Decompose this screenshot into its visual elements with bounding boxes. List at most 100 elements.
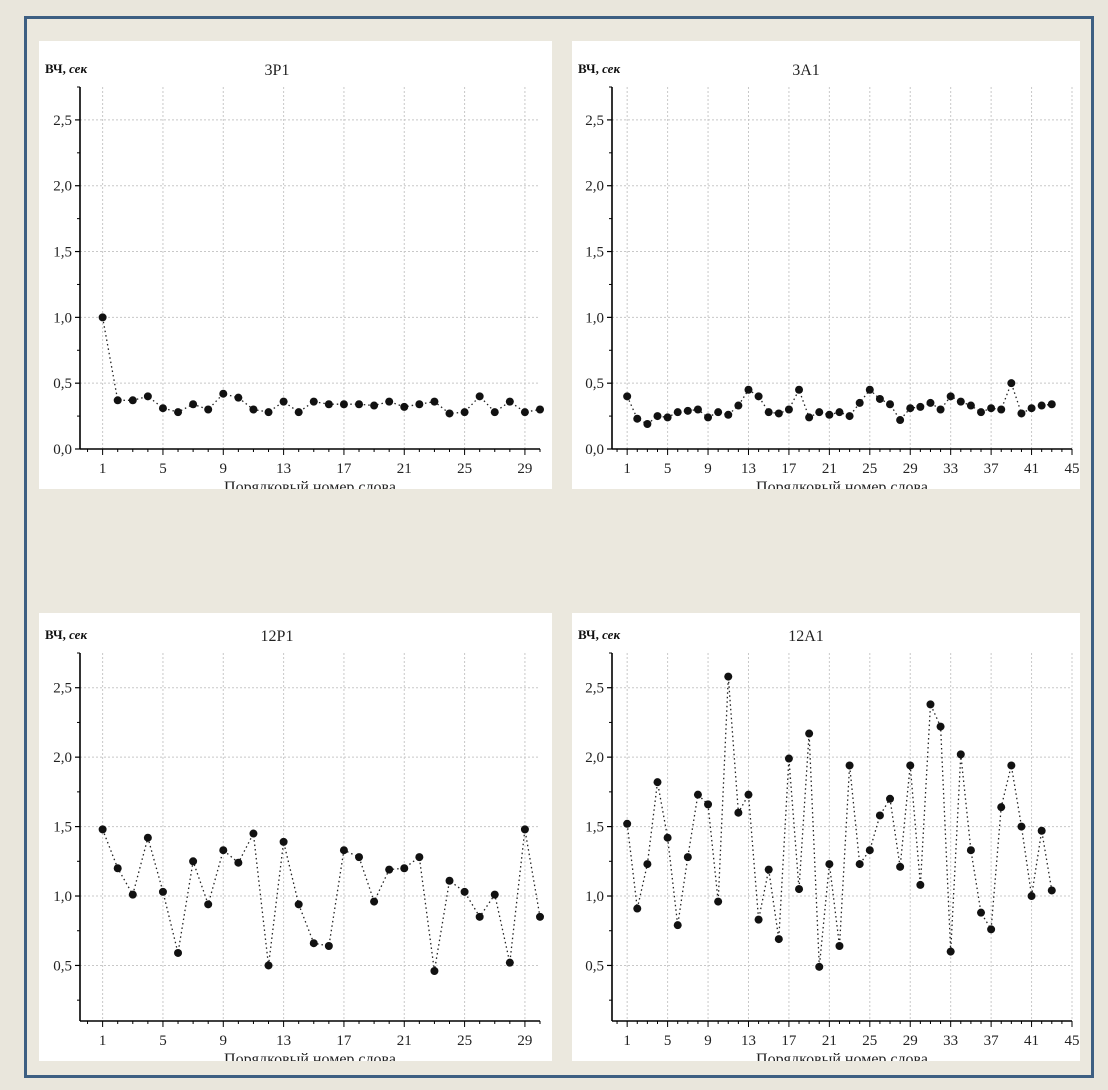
data-point [128, 890, 137, 899]
x-tick-label: 17 [781, 1033, 797, 1049]
y-tick-label: 2,5 [53, 113, 72, 129]
data-point [1007, 379, 1016, 388]
data-point [309, 397, 318, 406]
data-point [673, 921, 682, 930]
data-point [987, 925, 996, 934]
data-point [704, 413, 713, 422]
data-point [673, 408, 682, 417]
y-tick-label: 1,5 [585, 820, 604, 836]
data-point [385, 865, 394, 874]
data-point [415, 400, 424, 409]
figure-frame: 0,0 0,5 1,0 1,5 2,0 2,5 1 5 9 13 17 21 25 29 ВЧ, сек 3Р… [24, 16, 1094, 1078]
x-tick-label: 41 [1024, 1033, 1039, 1049]
data-point [189, 857, 198, 866]
data-point [825, 860, 834, 869]
series-line [101, 829, 541, 972]
data-point [744, 385, 753, 394]
data-point [324, 400, 333, 409]
data-point [784, 405, 793, 414]
x-tick-label: 45 [1065, 461, 1080, 477]
y-axis-label: ВЧ, сек [578, 61, 620, 76]
data-point [174, 948, 183, 957]
data-point [158, 404, 167, 413]
y-tick-label: 2,0 [585, 179, 604, 195]
y-tick-label: 2,0 [53, 750, 72, 766]
data-point [754, 392, 763, 401]
data-point [339, 400, 348, 409]
data-point [460, 408, 469, 417]
data-point [113, 396, 122, 405]
data-point [845, 412, 854, 421]
x-tick-label: 37 [984, 461, 1000, 477]
data-point [98, 313, 107, 322]
chart-panel-3a1: 0,0 0,5 1,0 1,5 2,0 2,5 1 5 9 13 17 21 25 29 33 37 41 45 В… [572, 41, 1080, 489]
data-point [734, 808, 743, 817]
x-axis-label: Порядковый номер слова [224, 479, 396, 489]
x-tick-label: 17 [336, 1033, 352, 1049]
y-tick-label: 0,5 [585, 376, 604, 392]
x-tick-label: 13 [276, 1033, 291, 1049]
chart-panel-12p1: 0,5 1,0 1,5 2,0 2,5 1 5 9 13 17 21 25 29 ВЧ, сек 12Р1 П… [39, 613, 552, 1061]
y-tick-label: 1,5 [53, 820, 72, 836]
x-tick-label: 1 [99, 1033, 107, 1049]
data-point [815, 408, 824, 417]
data-point [977, 908, 986, 917]
x-tick-label: 17 [336, 461, 352, 477]
data-point [683, 406, 692, 415]
data-point [430, 967, 439, 976]
data-point [234, 858, 243, 867]
data-point [663, 413, 672, 422]
chart-title: 3Р1 [265, 62, 290, 79]
data-point [693, 790, 702, 799]
x-tick-label: 13 [741, 461, 756, 477]
data-point [445, 409, 454, 418]
data-point [505, 958, 514, 967]
grid [80, 653, 540, 1021]
data-point [339, 846, 348, 855]
data-point [865, 385, 874, 394]
data-point [734, 401, 743, 410]
data-point [916, 402, 925, 411]
data-point [997, 405, 1006, 414]
data-point [113, 864, 122, 873]
data-point [997, 803, 1006, 812]
grid [612, 653, 1073, 1021]
data-point [370, 401, 379, 410]
grid [612, 87, 1073, 449]
y-tick-label: 1,5 [53, 245, 72, 261]
data-point [936, 405, 945, 414]
data-point [835, 942, 844, 951]
x-tick-label: 33 [943, 1033, 958, 1049]
data-point [946, 392, 955, 401]
chart-svg: 0,0 0,5 1,0 1,5 2,0 2,5 1 5 9 13 17 21 25 29 33 37 41 45 В… [578, 61, 1080, 489]
y-axis-label: ВЧ, сек [45, 627, 87, 642]
y-tick-label: 0,5 [53, 958, 72, 974]
data-point [653, 412, 662, 421]
data-point [875, 394, 884, 403]
y-tick-label: 0,0 [53, 442, 72, 458]
data-point [294, 900, 303, 909]
x-tick-label: 1 [99, 461, 107, 477]
data-point [219, 389, 228, 398]
data-point [623, 392, 632, 401]
y-tick-label: 0,0 [585, 442, 604, 458]
x-tick-label: 21 [822, 1033, 837, 1049]
y-tick-label: 2,5 [53, 681, 72, 697]
data-point [415, 853, 424, 862]
data-point [704, 800, 713, 809]
data-point [784, 754, 793, 763]
data-point [855, 860, 864, 869]
data-point [744, 790, 753, 799]
data-point [633, 414, 642, 423]
y-tick-label: 2,0 [585, 750, 604, 766]
data-point [536, 405, 544, 414]
data-point [886, 400, 895, 409]
data-point [936, 722, 945, 731]
data-point [633, 904, 642, 913]
data-point [445, 876, 454, 885]
data-point [174, 408, 183, 417]
data-point [774, 935, 783, 944]
data-point [946, 947, 955, 956]
x-tick-label: 21 [397, 461, 412, 477]
data-point [896, 862, 905, 871]
